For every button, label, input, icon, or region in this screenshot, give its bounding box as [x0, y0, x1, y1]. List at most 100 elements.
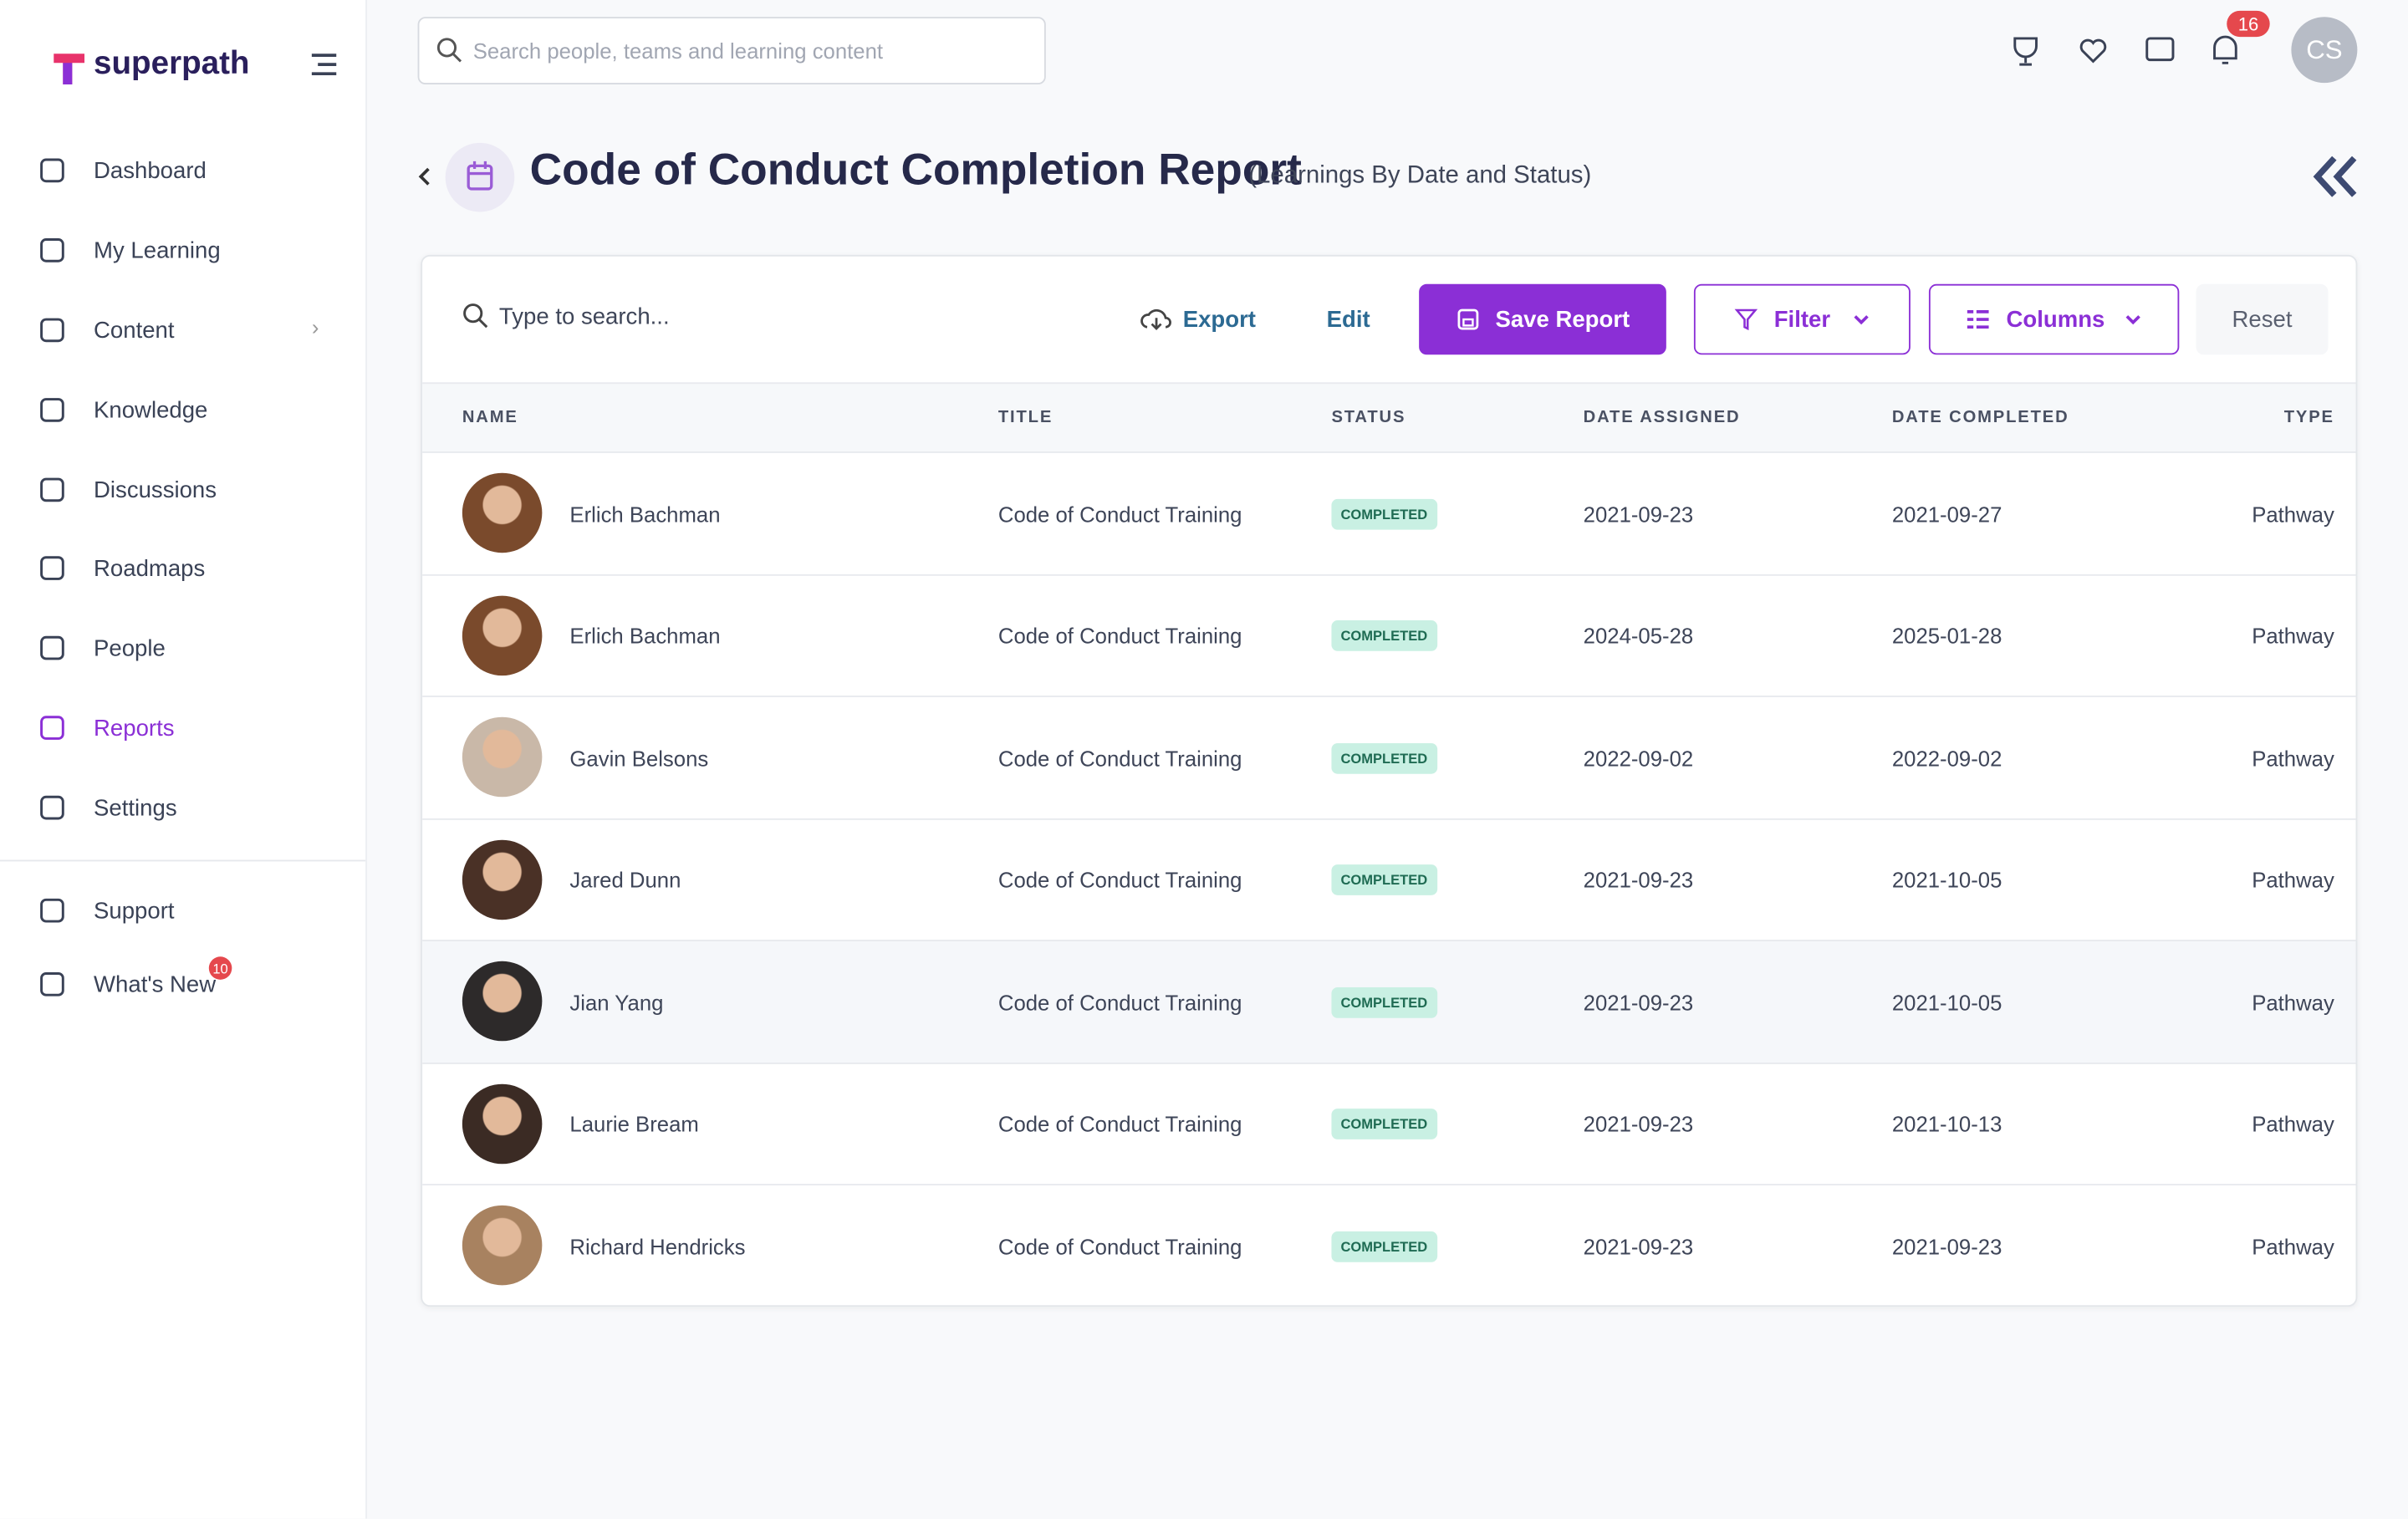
- avatar: [462, 1205, 543, 1286]
- title: Code of Conduct Training: [997, 1233, 1242, 1259]
- nav-icon: [40, 972, 64, 997]
- type: Pathway: [2252, 1111, 2334, 1137]
- title: Code of Conduct Training: [997, 501, 1242, 527]
- nav-icon: [40, 158, 64, 183]
- table-row[interactable]: Jared Dunn Code of Conduct Training COMPLE…: [422, 818, 2356, 940]
- date-completed: 2021-09-23: [1891, 1233, 2002, 1259]
- table-row[interactable]: Gavin Belsons Code of Conduct Training COM…: [422, 696, 2356, 818]
- name: Erlich Bachman: [569, 623, 721, 649]
- nav-item[interactable]: What's New: [37, 961, 216, 1007]
- nav-item[interactable]: Settings: [37, 785, 177, 831]
- status-cell: COMPLETED: [1331, 697, 1437, 818]
- date-assigned: 2024-05-28: [1583, 623, 1694, 649]
- title: Code of Conduct Training: [997, 867, 1242, 893]
- status-badge: COMPLETED: [1331, 1109, 1437, 1139]
- nav-icon: [40, 318, 64, 343]
- date-assigned: 2021-09-23: [1583, 867, 1694, 893]
- nav-item[interactable]: Roadmaps: [37, 545, 205, 591]
- nav-item[interactable]: Content: [37, 307, 175, 353]
- name: Gavin Belsons: [569, 745, 709, 771]
- report-icon: [445, 142, 515, 212]
- edit-button[interactable]: Edit: [1326, 306, 1370, 333]
- date-assigned: 2022-09-02: [1583, 745, 1694, 771]
- nav-item[interactable]: Knowledge: [37, 387, 207, 433]
- nav-badge: 10: [208, 956, 232, 980]
- nav-icon: [40, 898, 64, 923]
- status-cell: COMPLETED: [1331, 819, 1437, 940]
- nav-label: What's New: [94, 971, 217, 997]
- status-badge: COMPLETED: [1331, 620, 1437, 651]
- nav-icon: [40, 716, 64, 740]
- nav-item[interactable]: Dashboard: [37, 147, 207, 193]
- table-row[interactable]: Erlich Bachman Code of Conduct Training CO…: [422, 451, 2356, 574]
- search-icon: [463, 303, 488, 329]
- menu-toggle[interactable]: [309, 52, 339, 76]
- back-button[interactable]: [416, 166, 435, 187]
- avatar: [462, 594, 543, 675]
- notification-badge: 16: [2227, 10, 2270, 38]
- date-completed: 2021-09-27: [1891, 501, 2002, 527]
- nav-label: Support: [94, 897, 175, 924]
- filter-icon: [1734, 308, 1758, 331]
- save-report-button[interactable]: Save Report: [1419, 283, 1666, 355]
- search-icon: [436, 38, 462, 63]
- report-table-card: Type to search... Export Edit Save Repor…: [421, 254, 2358, 1307]
- avatar: [462, 1083, 543, 1164]
- status-cell: COMPLETED: [1331, 941, 1437, 1063]
- chevron: [1854, 315, 1869, 325]
- global-search[interactable]: Search people, teams and learning conten…: [417, 17, 1046, 85]
- nav-icon: [40, 556, 64, 580]
- date-assigned: 2021-09-23: [1583, 1233, 1694, 1259]
- save-icon: [1457, 308, 1478, 330]
- nav-label: Discussions: [94, 477, 217, 503]
- date-assigned: 2021-09-23: [1583, 989, 1694, 1015]
- nav-item[interactable]: Reports: [37, 705, 175, 751]
- status-cell: COMPLETED: [1331, 453, 1437, 574]
- column-header: TITLE: [997, 408, 1054, 427]
- nav-icon: [40, 398, 64, 422]
- title: Code of Conduct Training: [997, 1111, 1242, 1137]
- column-header: DATE ASSIGNED: [1583, 408, 1741, 427]
- date-completed: 2021-10-13: [1891, 1111, 2002, 1137]
- logo-mark: [54, 54, 85, 85]
- status-badge: COMPLETED: [1331, 864, 1437, 895]
- table-row[interactable]: Jian Yang Code of Conduct Training COMPLET…: [422, 940, 2356, 1063]
- column-header: STATUS: [1331, 408, 1406, 427]
- nav-item[interactable]: People: [37, 625, 166, 671]
- collapse-panel[interactable]: [2311, 154, 2360, 200]
- date-completed: 2021-10-05: [1891, 867, 2002, 893]
- table-row[interactable]: Richard Hendricks Code of Conduct Trainin…: [422, 1184, 2356, 1305]
- table-search[interactable]: Type to search...: [462, 303, 670, 330]
- name: Richard Hendricks: [569, 1233, 746, 1259]
- nav-chevron: ›: [311, 314, 319, 339]
- status-cell: COMPLETED: [1331, 575, 1437, 696]
- nav-label: My Learning: [94, 237, 221, 263]
- header-icons[interactable]: [2008, 33, 2254, 67]
- columns-button[interactable]: Columns: [1928, 283, 2180, 355]
- date-assigned: 2021-09-23: [1583, 1111, 1694, 1137]
- nav-label: Content: [94, 317, 175, 344]
- nav-label: Settings: [94, 794, 177, 821]
- table-row[interactable]: Erlich Bachman Code of Conduct Training CO…: [422, 573, 2356, 696]
- table-row[interactable]: Laurie Bream Code of Conduct Training COMP…: [422, 1062, 2356, 1185]
- nav-item[interactable]: Discussions: [37, 466, 217, 512]
- nav-item[interactable]: Support: [37, 888, 175, 934]
- status-badge: COMPLETED: [1331, 986, 1437, 1017]
- user-avatar[interactable]: CS: [2291, 17, 2358, 84]
- column-header: DATE COMPLETED: [1891, 408, 2069, 427]
- status-badge: COMPLETED: [1331, 742, 1437, 773]
- nav-item[interactable]: My Learning: [37, 227, 221, 273]
- type: Pathway: [2252, 745, 2334, 771]
- export-label: Export: [1182, 306, 1256, 333]
- name: Laurie Bream: [569, 1111, 699, 1137]
- date-assigned: 2021-09-23: [1583, 501, 1694, 527]
- export-button[interactable]: Export: [1129, 284, 1267, 354]
- reset-button[interactable]: Reset: [2196, 283, 2329, 355]
- date-completed: 2025-01-28: [1891, 623, 2002, 649]
- type: Pathway: [2252, 867, 2334, 893]
- date-completed: 2021-10-05: [1891, 989, 2002, 1015]
- column-header: NAME: [462, 408, 518, 427]
- columns-label: Columns: [2006, 306, 2105, 333]
- filter-button[interactable]: Filter: [1693, 283, 1911, 355]
